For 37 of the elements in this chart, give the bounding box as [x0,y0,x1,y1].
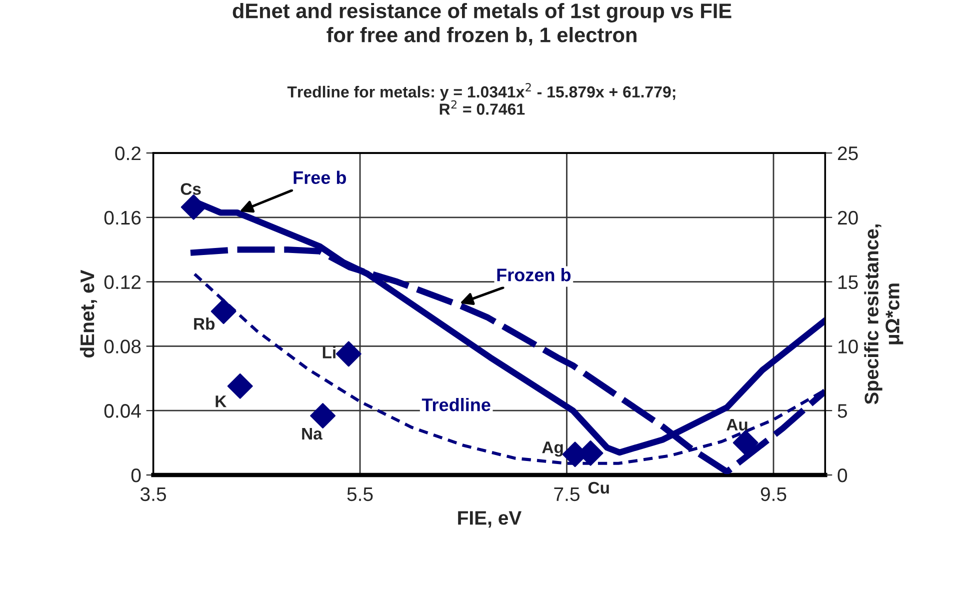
y2-tick-label: 10 [838,340,858,354]
data-label: Ag [542,442,563,457]
y2-tick-label: 20 [838,210,858,225]
point [336,341,362,367]
x-tick-label: 9.5 [760,487,786,502]
series-label: Tredline [422,398,490,412]
data-label: Li [322,346,336,358]
y-tick-label: 0.16 [104,210,141,225]
text: Tredline for metals: y = 1.0341x$^{2}$ - 15.879x + 61.779; R$^{2}$ = 0.7461 [287,83,676,115]
data-label: Cs [180,183,201,195]
y-tick-label: 0.12 [104,275,140,290]
data-label: Au [726,418,748,431]
chart-title: dEnet and resistance of metals of 1st group vs FIE for free and frozen b, 1 electron [232,2,732,46]
point [732,430,758,456]
data-label: Rb [194,318,215,330]
text: Frozen b [497,268,571,282]
x-tick-label: 7.5 [554,488,580,502]
text: Free b [294,170,346,184]
point [227,373,253,399]
y-tick-label: 0 [131,468,141,482]
x-tick-label: 3.5 [140,487,166,502]
y-tick-label: 0.08 [104,340,141,354]
point [180,194,206,220]
y-tick-label: 0.2 [115,146,140,160]
x-axis-title: FIE, eV [458,511,522,528]
y-tick-label: 0.04 [104,404,141,418]
y2-tick-label: 0 [838,468,848,482]
y2-tick-label: 15 [838,275,858,290]
point [310,403,336,428]
data-label: Cu [588,482,609,494]
data-label: Na [302,428,322,440]
y-axis-title: dEnet, eV [80,270,98,358]
data-label: K [216,396,227,408]
y2-axis-title: Specific resistance, μΩ*cm [864,224,904,404]
y2-tick-label: 25 [838,146,858,160]
x-tick-label: 5.5 [347,488,373,502]
y2-tick-label: 5 [838,404,847,418]
